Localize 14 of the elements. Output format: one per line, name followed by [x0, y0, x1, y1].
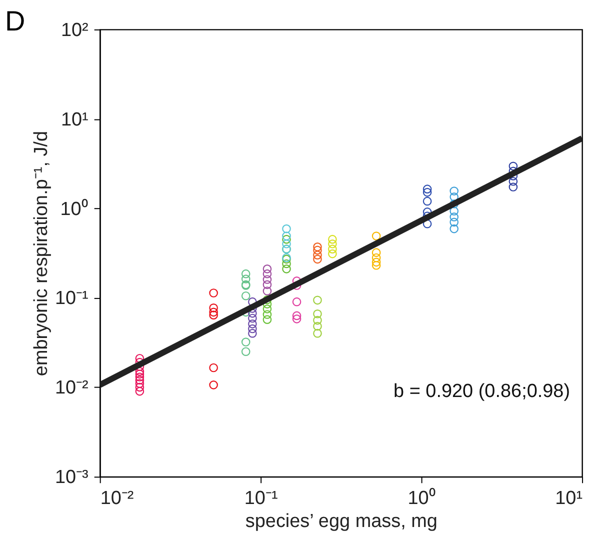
x-axis-title: species’ egg mass, mg	[245, 511, 438, 532]
y-tick-label: 10⁻²	[54, 378, 88, 399]
chart-title: D	[4, 5, 26, 36]
annotation: b = 0.920 (0.86;0.98)	[394, 380, 570, 402]
x-tick-label: 10¹	[555, 488, 583, 510]
y-tick-label: 10⁰	[60, 198, 88, 220]
y-tick-label: 10⁻³	[54, 467, 88, 488]
x-tick-label: 10⁰	[408, 487, 436, 510]
y-tick-label: 10²	[60, 20, 88, 41]
x-tick-label: 10⁻¹	[244, 488, 278, 510]
y-axis-title: embryonic respiration.p⁻¹, J/d	[30, 130, 52, 376]
x-tick-label: 10⁻²	[100, 488, 134, 510]
y-tick-label: 10⁻¹	[54, 288, 88, 310]
y-tick-label: 10¹	[60, 109, 88, 130]
